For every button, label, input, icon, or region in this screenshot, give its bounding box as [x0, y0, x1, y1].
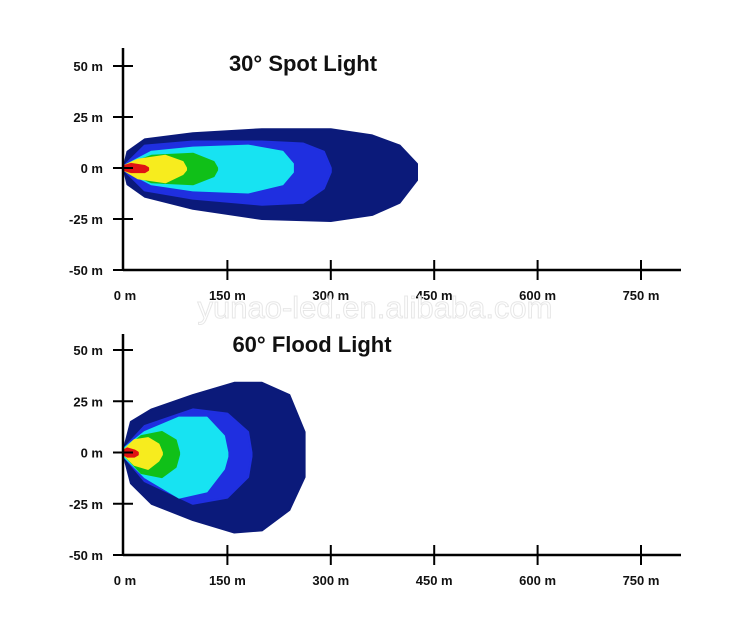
x-tick-label: 0 m [114, 573, 136, 588]
x-tick-label: 750 m [623, 288, 660, 303]
y-tick-label: 50 m [73, 343, 103, 358]
spot-light-chart: 50 m 25 m 0 m -25 m -50 m 0 m 150 m 300 m 450 m 6… [69, 48, 681, 303]
y-tick-label: 0 m [81, 161, 103, 176]
beam-zone-5 [123, 437, 163, 470]
x-tick-label: 600 m [519, 573, 556, 588]
chart-title: 60° Flood Light [232, 332, 392, 357]
chart-title: 30° Spot Light [229, 51, 378, 76]
y-tick-label: -50 m [69, 263, 103, 278]
y-tick-label: 0 m [81, 446, 103, 461]
x-tick-label: 150 m [209, 288, 246, 303]
y-tick-label: 25 m [73, 110, 103, 125]
x-tick-label: 750 m [623, 573, 660, 588]
x-tick-label: 450 m [416, 288, 453, 303]
x-tick-label: 150 m [209, 573, 246, 588]
y-tick-label: -25 m [69, 497, 103, 512]
x-tick-label: 300 m [312, 288, 349, 303]
beam-zone-5 [123, 154, 187, 184]
x-tick-label: 0 m [114, 288, 136, 303]
x-tick-label: 450 m [416, 573, 453, 588]
x-tick-label: 300 m [312, 573, 349, 588]
x-tick-label: 600 m [519, 288, 556, 303]
flood-light-chart: 50 m 25 m 0 m -25 m -50 m 0 m 150 m 300 m 450 m 6… [69, 332, 681, 588]
y-tick-label: 25 m [73, 394, 103, 409]
y-tick-label: -50 m [69, 548, 103, 563]
y-tick-label: -25 m [69, 212, 103, 227]
watermark: yunao-led.en.alibaba.com [197, 290, 552, 325]
y-tick-label: 50 m [73, 59, 103, 74]
beam-zone-6 [123, 162, 150, 174]
